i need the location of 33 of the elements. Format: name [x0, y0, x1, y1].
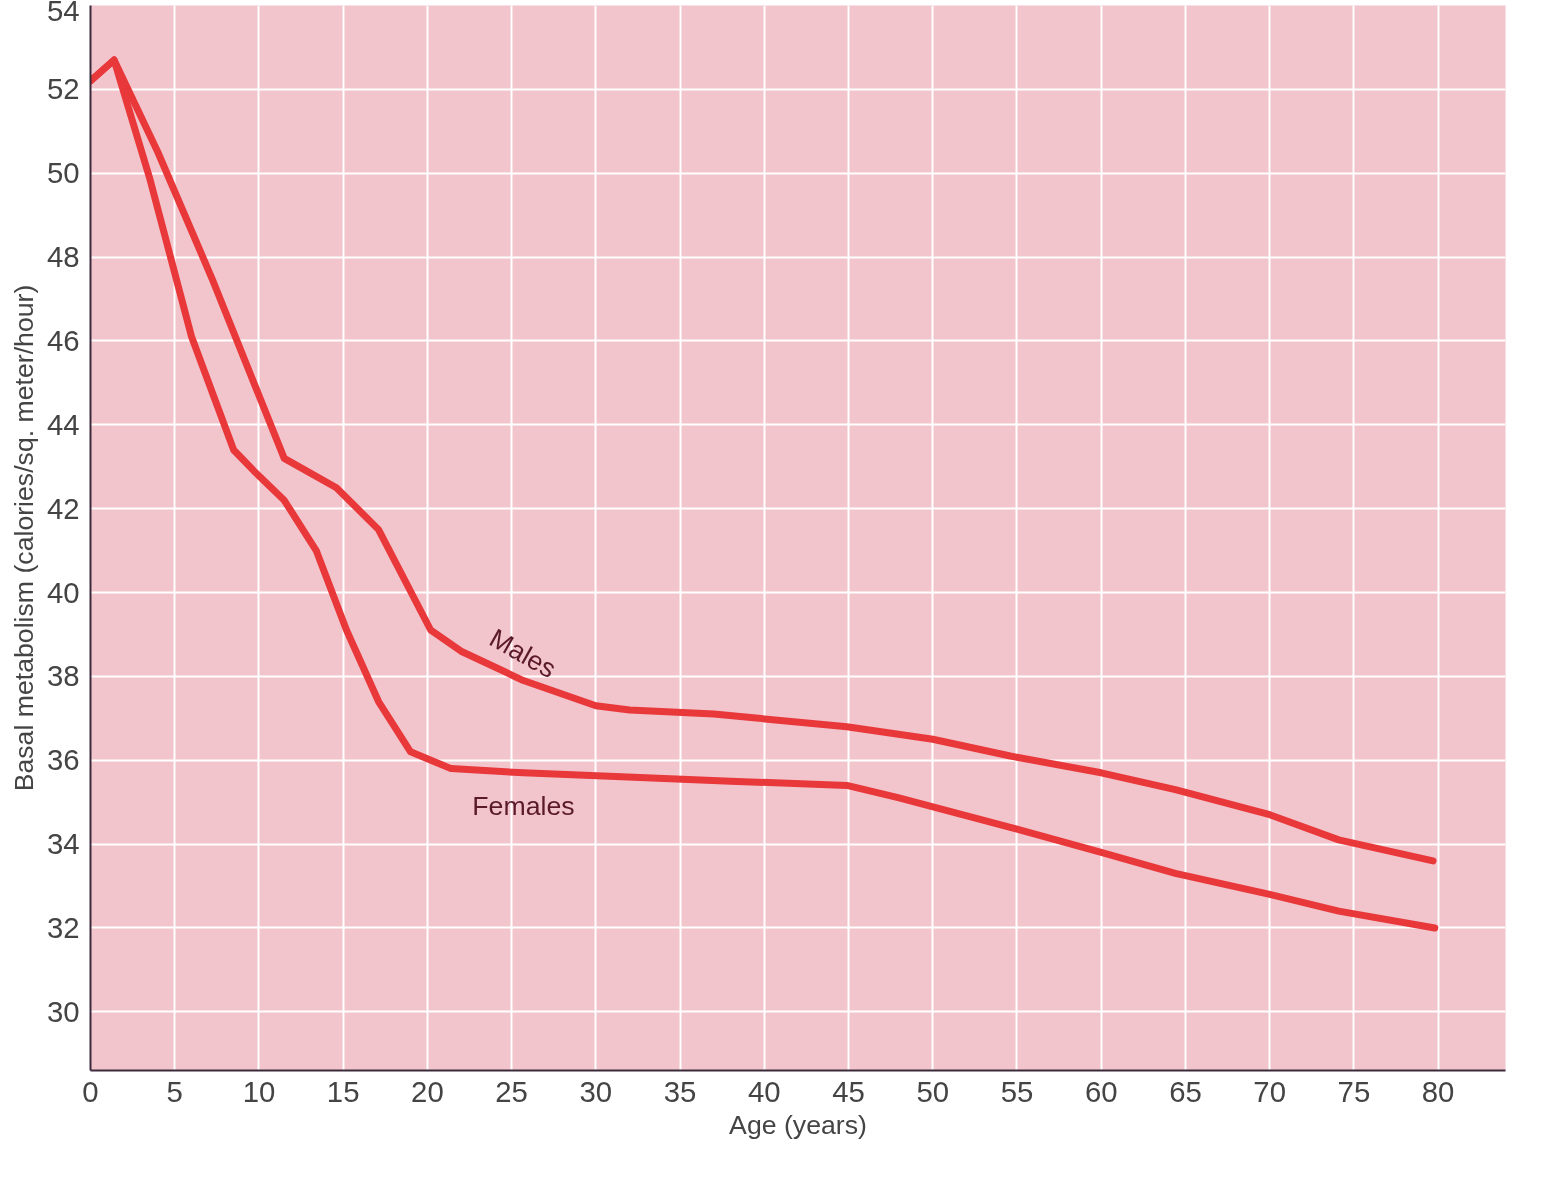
x-tick-label: 80: [1421, 1074, 1455, 1108]
y-tick-label: 44: [46, 407, 80, 441]
x-tick-label: 35: [663, 1074, 697, 1108]
y-tick-label: 40: [46, 575, 80, 609]
y-tick-label: 42: [46, 491, 80, 525]
x-tick-label: 55: [1000, 1074, 1034, 1108]
x-tick-label: 15: [326, 1074, 360, 1108]
x-tick-label: 45: [832, 1074, 865, 1108]
y-tick-label: 32: [46, 910, 80, 944]
x-tick-label: 10: [242, 1074, 276, 1108]
x-tick-label: 5: [166, 1074, 183, 1108]
x-tick-label: 65: [1169, 1074, 1202, 1108]
y-tick-label: 30: [46, 994, 80, 1028]
y-tick-label: 36: [46, 743, 80, 777]
x-tick-label: 75: [1337, 1074, 1371, 1108]
y-tick-label: 46: [46, 323, 80, 357]
x-tick-label: 30: [579, 1074, 613, 1108]
x-axis-title: Age (years): [729, 1109, 867, 1140]
series-label: Females: [472, 790, 575, 821]
x-tick-label: 20: [411, 1074, 444, 1108]
y-tick-label: 38: [46, 659, 80, 693]
y-tick-label: 34: [46, 827, 80, 861]
y-tick-label: 48: [46, 240, 80, 274]
x-tick-label: 60: [1084, 1074, 1118, 1108]
y-tick-label: 52: [46, 72, 80, 106]
x-tick-label: 50: [916, 1074, 950, 1108]
y-tick-label: 50: [46, 156, 80, 190]
x-tick-label: 70: [1253, 1074, 1286, 1108]
y-tick-label: 54: [46, 0, 80, 27]
x-tick-label: 0: [82, 1074, 99, 1108]
x-tick-label: 40: [748, 1074, 781, 1108]
x-tick-label: 25: [495, 1074, 528, 1108]
y-axis-title: Basal metabolism (calories/sq. meter/hour): [8, 284, 39, 792]
